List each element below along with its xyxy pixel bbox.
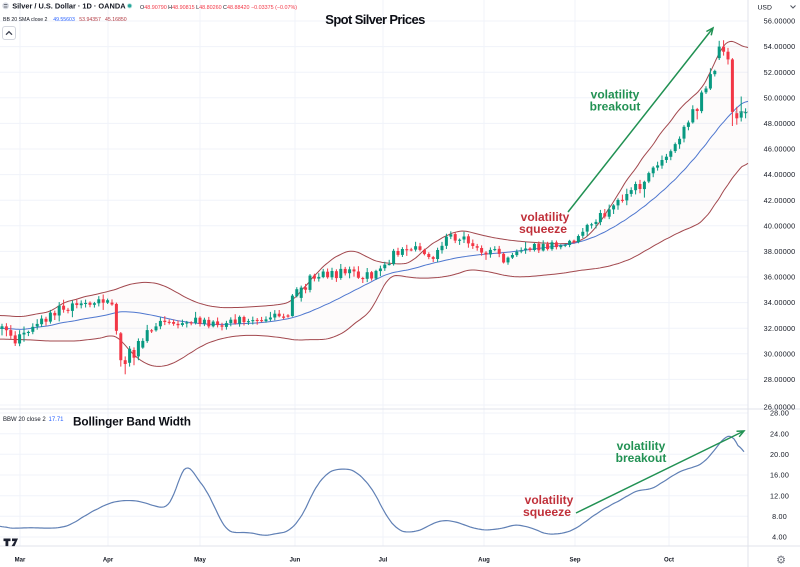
svg-text:12.00: 12.00 — [770, 491, 789, 500]
svg-text:49.55603: 49.55603 — [53, 17, 75, 23]
svg-text:38.00000: 38.00000 — [764, 247, 796, 256]
svg-text:36.00000: 36.00000 — [764, 273, 796, 282]
svg-text:28.00000: 28.00000 — [764, 375, 796, 384]
svg-text:USD: USD — [758, 4, 772, 11]
svg-text:17.71: 17.71 — [49, 417, 65, 423]
svg-text:BB 20 SMA close 2: BB 20 SMA close 2 — [3, 17, 48, 23]
svg-text:Jun: Jun — [290, 558, 301, 564]
svg-text:4.00: 4.00 — [772, 533, 787, 542]
svg-text:32.00000: 32.00000 — [764, 324, 796, 333]
svg-text:May: May — [194, 558, 206, 564]
svg-text:42.00000: 42.00000 — [764, 196, 796, 205]
svg-text:Aug: Aug — [478, 558, 490, 564]
svg-text:52.00000: 52.00000 — [764, 68, 796, 77]
svg-text:30.00000: 30.00000 — [764, 349, 796, 358]
svg-text:Spot Silver Prices: Spot Silver Prices — [325, 12, 425, 27]
svg-text:Mar: Mar — [15, 558, 26, 564]
svg-text:45.16850: 45.16850 — [105, 17, 127, 23]
svg-text:Oct: Oct — [664, 558, 674, 564]
svg-text:Silver / U.S. Dollar · 1D · OA: Silver / U.S. Dollar · 1D · OANDA — [12, 2, 126, 11]
svg-text:⚙: ⚙ — [776, 555, 786, 567]
svg-text:Sep: Sep — [569, 558, 580, 564]
svg-text:46.00000: 46.00000 — [764, 145, 796, 154]
svg-text:Apr: Apr — [103, 558, 114, 564]
svg-text:48.00000: 48.00000 — [764, 119, 796, 128]
svg-text:53.94357: 53.94357 — [79, 17, 101, 23]
svg-text:26.00000: 26.00000 — [764, 402, 796, 411]
svg-text:squeeze: squeeze — [519, 222, 567, 236]
svg-text:56.00000: 56.00000 — [764, 17, 796, 26]
svg-text:squeeze: squeeze — [523, 505, 571, 519]
svg-text:volatility: volatility — [617, 439, 666, 453]
svg-text:28.00: 28.00 — [770, 409, 789, 418]
svg-text:24.00: 24.00 — [770, 429, 789, 438]
svg-text:BBW 20 close 2: BBW 20 close 2 — [3, 417, 46, 423]
svg-text:40.00000: 40.00000 — [764, 221, 796, 230]
svg-text:34.00000: 34.00000 — [764, 298, 796, 307]
svg-text:20.00: 20.00 — [770, 450, 789, 459]
svg-text:breakout: breakout — [616, 451, 667, 465]
svg-text:volatility: volatility — [525, 493, 574, 507]
svg-text:breakout: breakout — [590, 100, 641, 114]
svg-text:54.00000: 54.00000 — [764, 42, 796, 51]
svg-text:16.00: 16.00 — [770, 471, 789, 480]
svg-text:Bollinger Band Width: Bollinger Band Width — [73, 415, 191, 429]
svg-text:O48.90790 H48.90815 L48.80260: O48.90790 H48.90815 L48.80260 C48.88420 … — [140, 5, 297, 11]
svg-text:8.00: 8.00 — [772, 512, 787, 521]
svg-text:Jul: Jul — [379, 558, 388, 564]
svg-text:volatility: volatility — [591, 88, 640, 102]
svg-text:volatility: volatility — [521, 210, 570, 224]
svg-text:44.00000: 44.00000 — [764, 170, 796, 179]
svg-text:50.00000: 50.00000 — [764, 93, 796, 102]
